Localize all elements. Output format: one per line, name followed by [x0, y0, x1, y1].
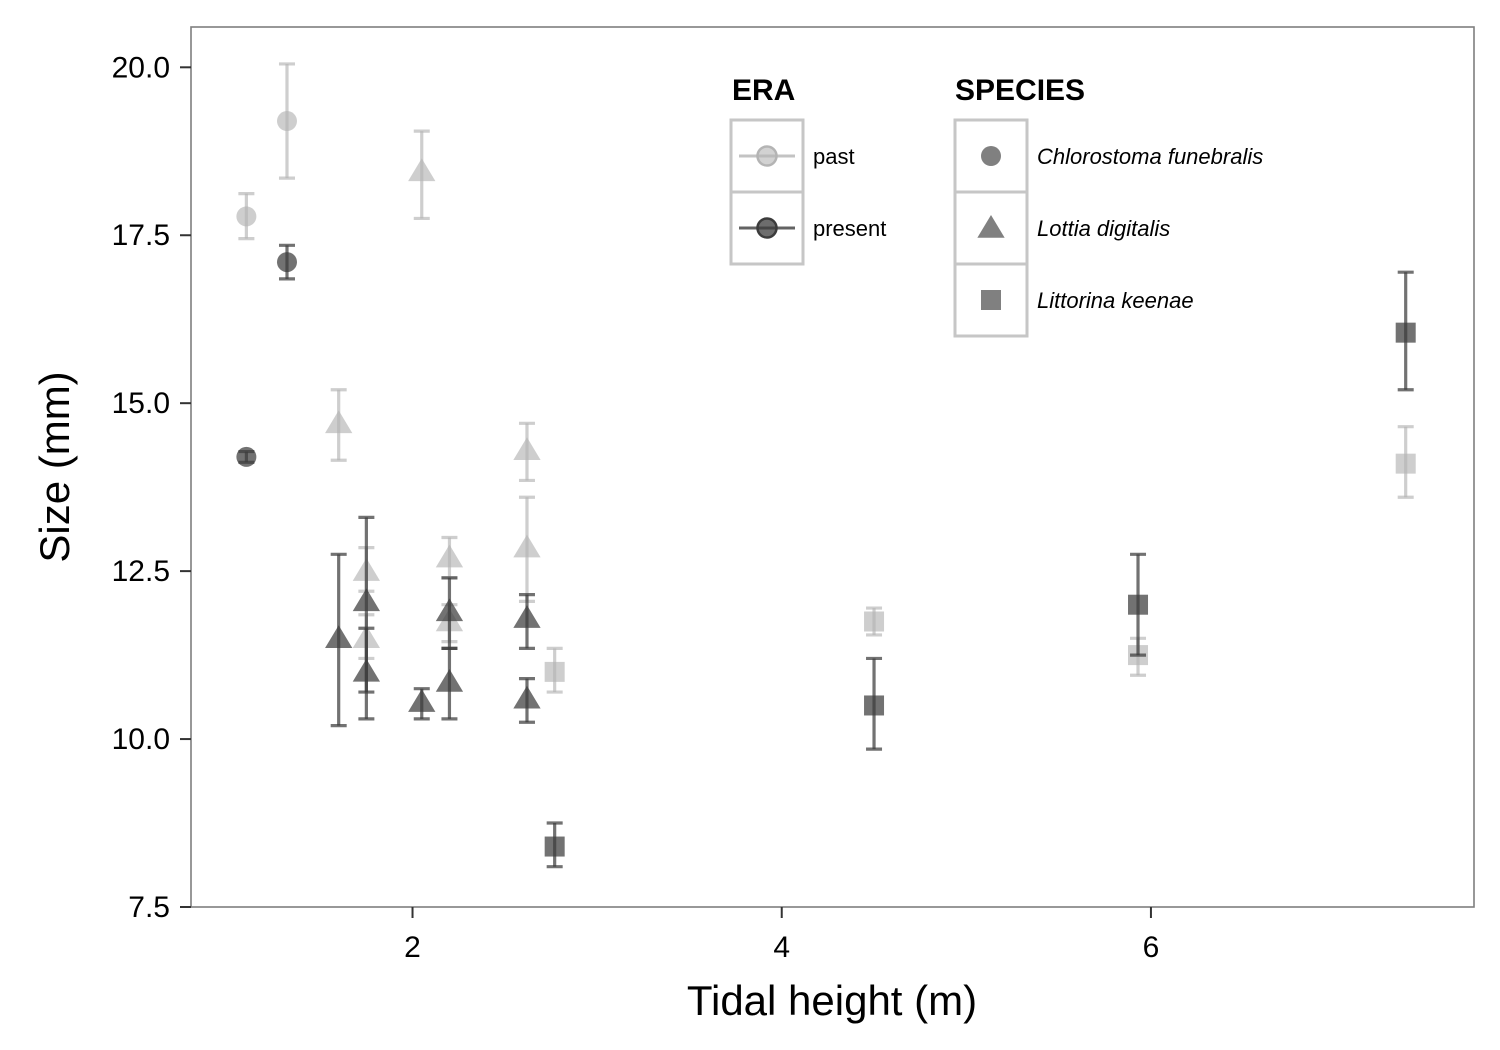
legend-era: ERA past present	[729, 74, 886, 266]
legend-species-keys	[977, 146, 1005, 310]
point-marker	[276, 252, 297, 273]
data-marks	[236, 62, 1416, 869]
point-marker	[276, 111, 297, 132]
y-tick-label: 7.5	[128, 891, 170, 924]
data-point-present	[1128, 552, 1149, 657]
data-point-past	[325, 388, 353, 462]
legend-era-title: ERA	[732, 74, 795, 107]
data-point-past	[864, 606, 885, 637]
legend-era-key-circle	[756, 145, 778, 167]
point-marker	[352, 658, 381, 682]
legend-species-key-triangle-icon	[977, 215, 1005, 238]
data-point-present	[513, 593, 541, 650]
legend-species-key-square-icon	[981, 290, 1001, 310]
legend-species-label-lottia: Lottia digitalis	[1037, 216, 1170, 241]
point-marker	[435, 544, 464, 568]
data-point-past	[276, 62, 297, 180]
data-point-present	[864, 656, 885, 751]
y-tick-label: 17.5	[112, 219, 170, 252]
point-marker	[435, 668, 464, 692]
data-point-past	[544, 646, 565, 694]
point-marker	[325, 410, 353, 434]
point-marker	[513, 685, 541, 709]
data-point-present	[236, 446, 257, 467]
x-tick-label: 2	[404, 931, 421, 964]
point-marker	[1128, 594, 1149, 615]
y-tick-label: 10.0	[112, 723, 170, 756]
y-axis-title: Size (mm)	[31, 371, 78, 562]
data-point-present	[435, 646, 464, 721]
point-marker	[1395, 453, 1416, 474]
data-point-past	[236, 191, 257, 241]
data-point-present	[325, 552, 353, 728]
data-point-past	[513, 495, 541, 603]
data-point-present	[544, 821, 565, 869]
point-marker	[408, 689, 436, 712]
data-point-past	[408, 129, 436, 221]
legend-species-label-littorina: Littorina keenae	[1037, 288, 1194, 313]
point-marker	[864, 611, 885, 632]
point-marker	[544, 836, 565, 857]
point-marker	[1395, 322, 1416, 343]
point-marker	[325, 625, 353, 649]
x-axis: 2 4 6	[404, 907, 1159, 964]
point-marker	[408, 158, 436, 182]
point-marker	[352, 588, 381, 612]
data-point-past	[1395, 425, 1416, 499]
legend-era-key-box-present	[729, 190, 805, 266]
legend-era-label-present: present	[813, 216, 886, 241]
y-tick-label: 15.0	[112, 387, 170, 420]
data-point-present	[352, 626, 381, 721]
data-point-present	[1395, 270, 1416, 392]
legend-era-label-past: past	[813, 144, 855, 169]
legend-species-key-box-3	[953, 262, 1029, 338]
legend-species-key-circle-icon	[981, 146, 1001, 166]
point-marker	[544, 661, 565, 682]
y-tick-label: 12.5	[112, 555, 170, 588]
y-axis: 7.5 10.0 12.5 15.0 17.5 20.0	[112, 51, 191, 924]
plot-panel	[190, 26, 1475, 908]
legend-era-keys	[739, 145, 795, 239]
data-point-present	[513, 677, 541, 724]
point-marker	[236, 206, 257, 227]
legend-species-title: SPECIES	[955, 74, 1085, 107]
x-tick-label: 6	[1143, 931, 1160, 964]
point-marker	[513, 534, 541, 558]
legend-species: SPECIES Chlorostoma funebralis Lottia di…	[953, 74, 1263, 338]
point-marker	[513, 437, 541, 460]
data-point-past	[513, 421, 541, 483]
x-tick-label: 4	[773, 931, 790, 964]
point-marker	[864, 695, 885, 716]
point-marker	[435, 598, 464, 622]
legend-species-label-chlorostoma: Chlorostoma funebralis	[1037, 144, 1263, 169]
x-axis-title: Tidal height (m)	[687, 977, 977, 1024]
data-point-present	[276, 243, 297, 281]
point-marker	[236, 446, 257, 467]
legend-era-key-circle	[756, 217, 778, 239]
y-tick-label: 20.0	[112, 51, 170, 84]
point-marker	[513, 605, 541, 628]
data-point-present	[408, 687, 436, 721]
